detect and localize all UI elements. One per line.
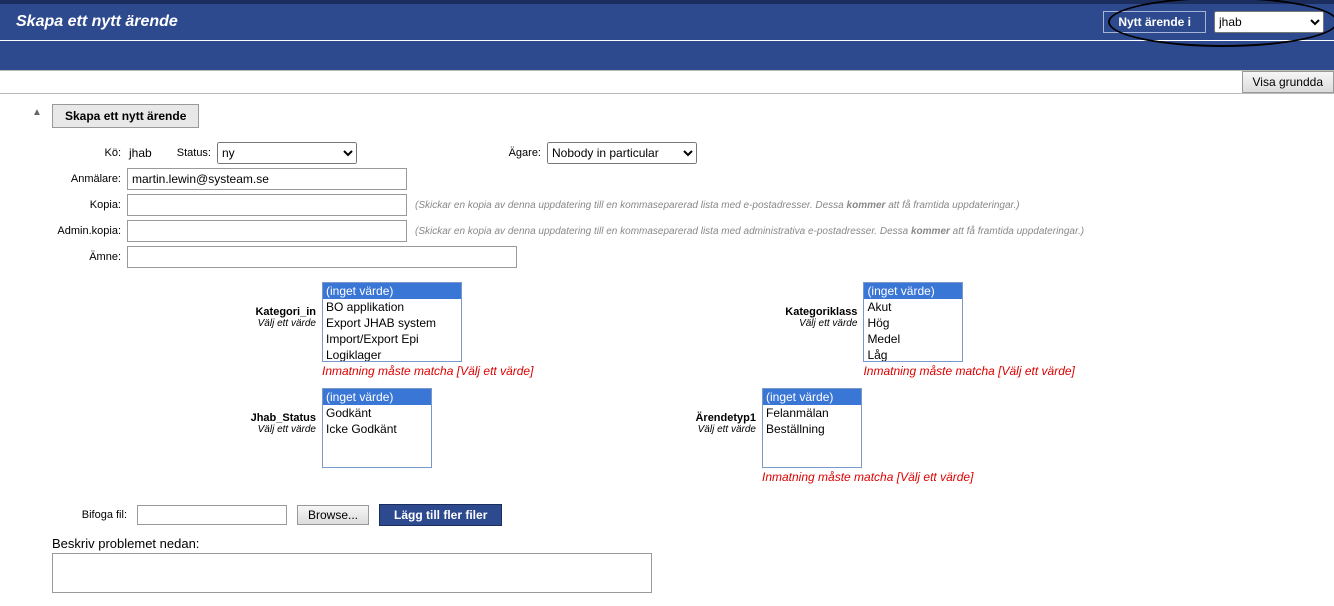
list-item[interactable]: Godkänt (323, 405, 431, 421)
owner-select[interactable]: Nobody in particular (547, 142, 697, 164)
jhab-status-label: Jhab_Status (52, 412, 316, 424)
kategori-in-block: Kategori_in Välj ett värde (inget värde)… (52, 282, 533, 378)
kategoriklass-error: Inmatning måste matcha [Välj ett värde] (863, 364, 1074, 378)
file-row: Bifoga fil: Browse... Lägg till fler fil… (52, 504, 1304, 526)
jhab-status-hint: Välj ett värde (52, 424, 316, 435)
list-item[interactable]: Icke Godkänt (323, 421, 431, 437)
queue-value: jhab (127, 146, 167, 160)
queue-select[interactable]: jhab (1214, 11, 1324, 33)
page-title: Skapa ett nytt ärende (10, 13, 178, 31)
category-row-1: Kategori_in Välj ett värde (inget värde)… (52, 282, 1304, 378)
list-item[interactable]: Logiklager (323, 347, 461, 362)
file-label: Bifoga fil: (52, 509, 127, 521)
kategoriklass-label: Kategoriklass (733, 306, 857, 318)
list-item[interactable]: Felanmälan (763, 405, 861, 421)
row-copy: Kopia: (Skickar en kopia av denna uppdat… (52, 194, 1304, 216)
category-row-2: Jhab_Status Välj ett värde (inget värde)… (52, 388, 1304, 484)
list-item[interactable]: (inget värde) (763, 389, 861, 405)
arendetyp1-error: Inmatning måste matcha [Välj ett värde] (762, 470, 973, 484)
top-bar: Skapa ett nytt ärende Nytt ärende i jhab (0, 0, 1334, 40)
main-content: ▲ Skapa ett nytt ärende Kö: jhab Status:… (0, 94, 1334, 606)
add-more-files-button[interactable]: Lägg till fler filer (379, 504, 502, 526)
owner-label: Ägare: (357, 147, 547, 159)
copy-hint: (Skickar en kopia av denna uppdatering t… (415, 200, 1020, 211)
kategori-in-hint: Välj ett värde (52, 318, 316, 329)
section-tab: Skapa ett nytt ärende (52, 104, 199, 128)
list-item[interactable]: Låg (864, 347, 962, 362)
arendetyp1-label: Ärendetyp1 (632, 412, 756, 424)
browse-button[interactable]: Browse... (297, 505, 369, 525)
show-basics-button[interactable]: Visa grundda (1242, 71, 1334, 93)
list-item[interactable]: Hög (864, 315, 962, 331)
jhab-status-block: Jhab_Status Välj ett värde (inget värde)… (52, 388, 432, 484)
row-queue-status-owner: Kö: jhab Status: ny Ägare: Nobody in par… (52, 142, 1304, 164)
list-item[interactable]: Akut (864, 299, 962, 315)
jhab-status-listbox[interactable]: (inget värde)GodkäntIcke Godkänt (322, 388, 432, 468)
kategoriklass-block: Kategoriklass Välj ett värde (inget värd… (733, 282, 1074, 378)
form-area: Kö: jhab Status: ny Ägare: Nobody in par… (52, 142, 1304, 596)
file-path-input[interactable] (137, 505, 287, 525)
kategori-in-listbox[interactable]: (inget värde)BO applikationExport JHAB s… (322, 282, 462, 362)
reporter-input[interactable] (127, 168, 407, 190)
list-item[interactable]: (inget värde) (323, 389, 431, 405)
top-right-controls: Nytt ärende i jhab (1103, 11, 1324, 33)
reporter-label: Anmälare: (52, 173, 127, 185)
row-admincopy: Admin.kopia: (Skickar en kopia av denna … (52, 220, 1304, 242)
list-item[interactable]: Medel (864, 331, 962, 347)
list-item[interactable]: BO applikation (323, 299, 461, 315)
admincopy-label: Admin.kopia: (52, 225, 127, 237)
collapse-icon[interactable]: ▲ (30, 106, 44, 120)
status-select[interactable]: ny (217, 142, 357, 164)
arendetyp1-block: Ärendetyp1 Välj ett värde (inget värde)F… (632, 388, 973, 484)
arendetyp1-hint: Välj ett värde (632, 424, 756, 435)
description-label: Beskriv problemet nedan: (52, 536, 1304, 551)
row-reporter: Anmälare: (52, 168, 1304, 190)
list-item[interactable]: (inget värde) (323, 283, 461, 299)
toolbar: Visa grundda (0, 70, 1334, 94)
copy-label: Kopia: (52, 199, 127, 211)
new-ticket-button[interactable]: Nytt ärende i (1103, 11, 1206, 33)
copy-input[interactable] (127, 194, 407, 216)
admincopy-hint: (Skickar en kopia av denna uppdatering t… (415, 226, 1084, 237)
kategori-in-label: Kategori_in (52, 306, 316, 318)
kategoriklass-listbox[interactable]: (inget värde)AkutHögMedelLåg (863, 282, 963, 362)
kategori-in-error: Inmatning måste matcha [Välj ett värde] (322, 364, 533, 378)
header-spacer (0, 40, 1334, 70)
list-item[interactable]: (inget värde) (864, 283, 962, 299)
queue-label: Kö: (52, 147, 127, 159)
list-item[interactable]: Export JHAB system (323, 315, 461, 331)
list-item[interactable]: Beställning (763, 421, 861, 437)
arendetyp1-listbox[interactable]: (inget värde)FelanmälanBeställning (762, 388, 862, 468)
subject-input[interactable] (127, 246, 517, 268)
subject-label: Ämne: (52, 251, 127, 263)
description-textarea[interactable] (52, 553, 652, 593)
admincopy-input[interactable] (127, 220, 407, 242)
row-subject: Ämne: (52, 246, 1304, 268)
list-item[interactable]: Import/Export Epi (323, 331, 461, 347)
status-label: Status: (167, 147, 217, 159)
kategoriklass-hint: Välj ett värde (733, 318, 857, 329)
